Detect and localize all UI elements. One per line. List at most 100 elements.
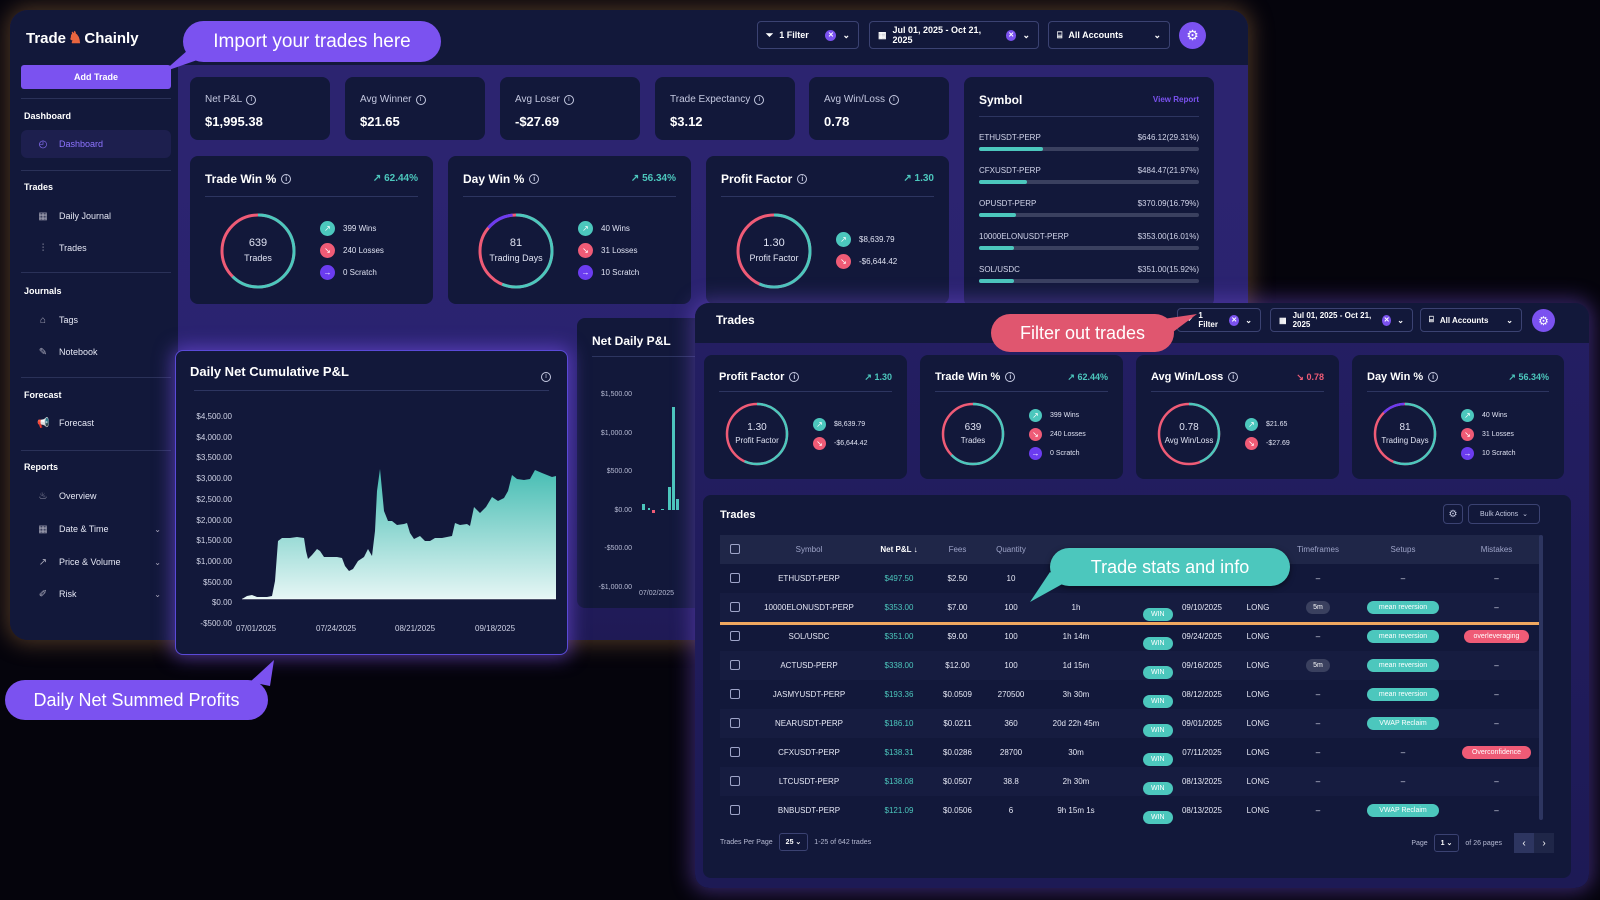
info-icon[interactable]: i bbox=[246, 94, 257, 105]
table-row[interactable]: BNBUSDT-PERP $121.09 $0.0506 6 9h 15m 1s… bbox=[720, 796, 1540, 825]
bulk-actions-dropdown[interactable]: Bulk Actions ⌄ bbox=[1468, 504, 1540, 524]
info-icon[interactable]: i bbox=[1228, 372, 1239, 382]
table-row[interactable]: JASMYUSDT-PERP $193.36 $0.0509 270500 3h… bbox=[720, 680, 1540, 709]
cell-duration: 30m bbox=[1068, 748, 1084, 757]
legend-value: 0 Scratch bbox=[1050, 450, 1080, 457]
col-timeframes[interactable]: Timeframes bbox=[1283, 535, 1353, 564]
chevron-down-icon: ⌄ bbox=[1022, 29, 1030, 40]
info-icon[interactable]: i bbox=[797, 174, 808, 184]
cell-mistake: – bbox=[1453, 767, 1540, 796]
table-row[interactable]: ETHUSDT-PERP $497.50 $2.50 10 – – – bbox=[720, 564, 1540, 593]
clear-date-icon[interactable]: ✕ bbox=[1382, 314, 1392, 326]
table-title: Trades bbox=[720, 509, 756, 521]
info-icon[interactable]: i bbox=[415, 94, 426, 105]
row-checkbox[interactable] bbox=[730, 688, 740, 699]
symbol-row: 10000ELONUSDT-PERP $353.00(16.01%) bbox=[979, 232, 1199, 250]
col-net-pnl[interactable]: Net P&L ↓ bbox=[868, 535, 930, 564]
y-tick: $1,000.00 bbox=[600, 429, 632, 437]
row-checkbox[interactable] bbox=[730, 601, 740, 612]
table-row[interactable]: SOL/USDC $351.00 $9.00 100 1h 14m WIN 09… bbox=[720, 622, 1540, 651]
col-quantity[interactable]: Quantity bbox=[985, 535, 1037, 564]
gauge-icon: ◴ bbox=[38, 138, 48, 150]
donut-value: 81 bbox=[1399, 422, 1411, 433]
chevron-down-icon: ⌄ bbox=[1153, 29, 1161, 40]
wins-icon: ↗ bbox=[578, 221, 593, 236]
sidebar-item-dashboard[interactable]: ◴ Dashboard bbox=[21, 130, 171, 158]
date-range-picker[interactable]: ▦ Jul 01, 2025 - Oct 21, 2025 ✕ ⌄ bbox=[1270, 308, 1413, 332]
select-all-checkbox[interactable] bbox=[730, 543, 740, 554]
info-icon[interactable]: i bbox=[754, 94, 765, 105]
info-icon[interactable]: i bbox=[281, 174, 292, 184]
date-range-picker[interactable]: ▦ Jul 01, 2025 - Oct 21, 2025 ✕ ⌄ bbox=[869, 21, 1039, 49]
col-symbol[interactable]: Symbol bbox=[750, 535, 868, 564]
row-checkbox[interactable] bbox=[730, 659, 740, 670]
col-setups[interactable]: Setups bbox=[1353, 535, 1453, 564]
row-checkbox[interactable] bbox=[730, 717, 740, 728]
clear-date-icon[interactable]: ✕ bbox=[1005, 29, 1017, 41]
trend-icon: ↗ bbox=[38, 556, 48, 568]
next-page-button[interactable]: › bbox=[1534, 833, 1554, 853]
clear-filter-icon[interactable]: ✕ bbox=[825, 29, 837, 41]
info-icon[interactable]: i bbox=[888, 94, 899, 105]
filter-dropdown[interactable]: ⏷ 1 Filter ✕ ⌄ bbox=[757, 21, 859, 49]
donut-value: 1.30 bbox=[747, 422, 767, 433]
symbol-name: SOL/USDC bbox=[979, 265, 1020, 274]
accounts-dropdown[interactable]: ⌸ All Accounts ⌄ bbox=[1048, 21, 1170, 49]
sidebar-item-tags[interactable]: ⌂ Tags bbox=[21, 306, 171, 334]
y-tick: $0.00 bbox=[211, 598, 232, 608]
table-row[interactable]: CFXUSDT-PERP $138.31 $0.0286 28700 30m W… bbox=[720, 738, 1540, 767]
sidebar-item-trades[interactable]: ⫶ Trades bbox=[21, 234, 171, 262]
trend-up-icon: ↗ bbox=[372, 173, 382, 184]
table-scrollbar[interactable] bbox=[1539, 535, 1543, 820]
sidebar-item-label: Dashboard bbox=[59, 139, 104, 149]
page-dropdown[interactable]: 1 ⌄ bbox=[1433, 834, 1460, 852]
table-row[interactable]: NEARUSDT-PERP $186.10 $0.0211 360 20d 22… bbox=[720, 709, 1540, 738]
info-icon[interactable]: i bbox=[529, 174, 540, 184]
col-mistakes[interactable]: Mistakes bbox=[1453, 535, 1540, 564]
sidebar-item-forecast[interactable]: 📢 Forecast bbox=[21, 409, 171, 437]
settings-gear-button[interactable]: ⚙ bbox=[1532, 309, 1555, 332]
info-icon[interactable]: i bbox=[1428, 372, 1439, 382]
column-settings-button[interactable]: ⚙ bbox=[1443, 504, 1463, 524]
legend-scratch: 0 Scratch bbox=[343, 268, 377, 277]
info-icon[interactable]: i bbox=[541, 371, 551, 382]
row-checkbox[interactable] bbox=[730, 746, 740, 757]
add-trade-button[interactable]: Add Trade bbox=[21, 65, 171, 89]
stat-card-net-pnl: Net P&L i $1,995.38 bbox=[190, 77, 330, 140]
legend-value: $21.65 bbox=[1266, 421, 1288, 428]
per-page-dropdown[interactable]: 25 ⌄ bbox=[778, 833, 809, 851]
col-fees[interactable]: Fees bbox=[930, 535, 985, 564]
clear-filter-icon[interactable]: ✕ bbox=[1228, 314, 1240, 326]
info-icon[interactable]: i bbox=[789, 372, 800, 382]
row-checkbox[interactable] bbox=[730, 804, 740, 815]
table-row-highlighted[interactable]: 10000ELONUSDT-PERP $353.00 $7.00 100 1h … bbox=[720, 593, 1540, 622]
table-row[interactable]: ACTUSD-PERP $338.00 $12.00 100 1d 15m WI… bbox=[720, 651, 1540, 680]
sidebar-item-price-volume[interactable]: ↗ Price & Volume ⌄ bbox=[21, 548, 171, 576]
settings-gear-button[interactable]: ⚙ bbox=[1179, 22, 1206, 49]
sidebar-item-daily-journal[interactable]: ▦ Daily Journal bbox=[21, 202, 171, 230]
sidebar-item-risk[interactable]: ✐ Risk ⌄ bbox=[21, 580, 171, 608]
cell-fees: $2.50 bbox=[947, 574, 968, 583]
info-icon[interactable]: i bbox=[1005, 372, 1016, 382]
card-trend: 0.78 bbox=[1306, 372, 1324, 382]
setup-tag: mean reversion bbox=[1366, 601, 1440, 614]
accounts-dropdown[interactable]: ⌸ All Accounts ⌄ bbox=[1420, 308, 1522, 332]
sidebar-item-notebook[interactable]: ✎ Notebook bbox=[21, 338, 171, 366]
status-badge: WIN bbox=[1143, 636, 1173, 650]
donut-value: 81 bbox=[509, 237, 523, 249]
prev-page-button[interactable]: ‹ bbox=[1514, 833, 1534, 853]
page-value: 1 bbox=[1440, 840, 1445, 847]
view-report-link[interactable]: View Report bbox=[1152, 95, 1199, 104]
row-checkbox[interactable] bbox=[730, 572, 740, 583]
info-icon[interactable]: i bbox=[563, 94, 574, 105]
cell-timeframe: – bbox=[1315, 806, 1321, 815]
table-row[interactable]: LTCUSDT-PERP $138.08 $0.0507 38.8 2h 30m… bbox=[720, 767, 1540, 796]
select-all-checkbox-cell[interactable] bbox=[720, 535, 750, 564]
sidebar-item-date-time[interactable]: ▦ Date & Time ⌄ bbox=[21, 515, 171, 543]
sidebar-item-overview[interactable]: ♨ Overview bbox=[21, 482, 171, 510]
row-checkbox[interactable] bbox=[730, 775, 740, 786]
scratch-icon: → bbox=[320, 265, 335, 280]
row-checkbox[interactable] bbox=[730, 630, 740, 641]
losses-icon: ↘ bbox=[1029, 428, 1042, 441]
cell-side: LONG bbox=[1246, 690, 1270, 699]
